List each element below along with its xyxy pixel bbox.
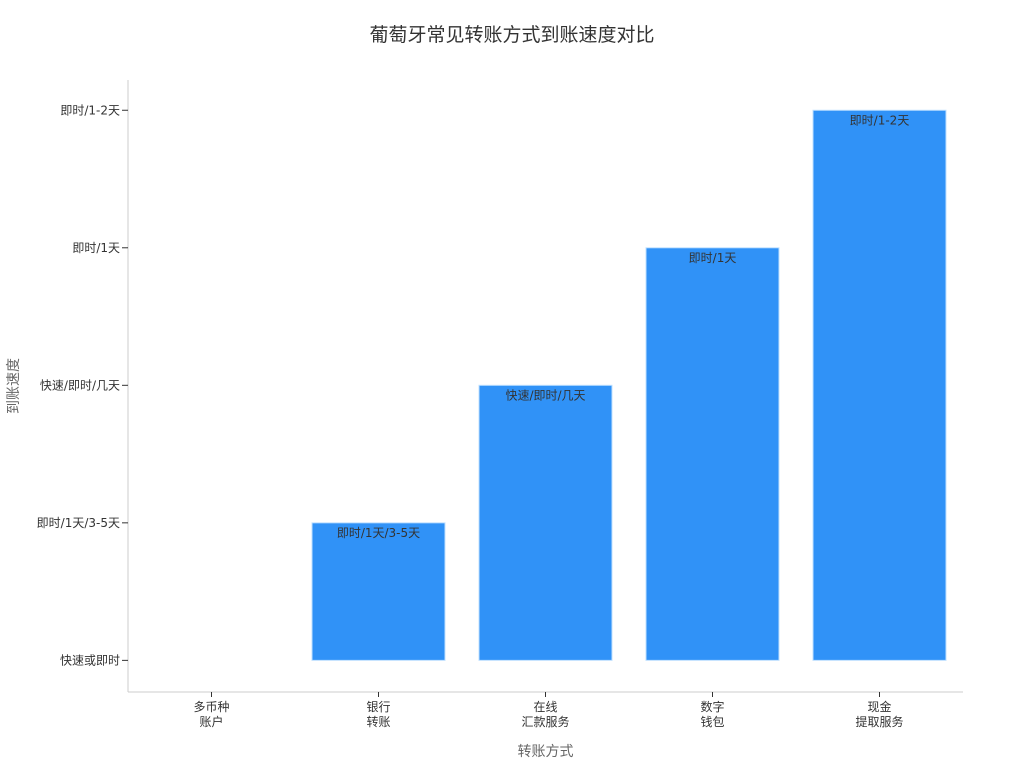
y-tick-label: 即时/1-2天: [60, 103, 120, 117]
y-tick-label: 即时/1天/3-5天: [37, 516, 120, 530]
x-tick-label: 现金提取服务: [855, 699, 903, 729]
data-label: 即时/1天/3-5天: [337, 526, 420, 540]
y-tick-label: 快速/即时/几天: [40, 378, 120, 392]
bar: [478, 384, 613, 661]
data-label: 即时/1-2天: [850, 113, 910, 127]
bar: [311, 522, 446, 661]
data-label: 快速/即时/几天: [505, 388, 585, 402]
chart-title: 葡萄牙常见转账方式到账速度对比: [369, 24, 655, 46]
y-tick-label: 快速或即时: [60, 653, 120, 667]
x-tick-label: 银行转账: [366, 700, 390, 729]
x-axis-label: 转账方式: [518, 744, 574, 760]
bar: [645, 247, 780, 661]
x-tick-label: 在线汇款服务: [521, 700, 569, 729]
x-tick-label: 多币种账户: [193, 700, 229, 729]
y-tick-label: 即时/1天: [72, 241, 120, 255]
y-axis-label: 到账速度: [6, 358, 22, 414]
data-label: 即时/1天: [689, 251, 737, 265]
x-tick-label: 数字钱包: [700, 699, 724, 729]
bar: [812, 109, 947, 661]
